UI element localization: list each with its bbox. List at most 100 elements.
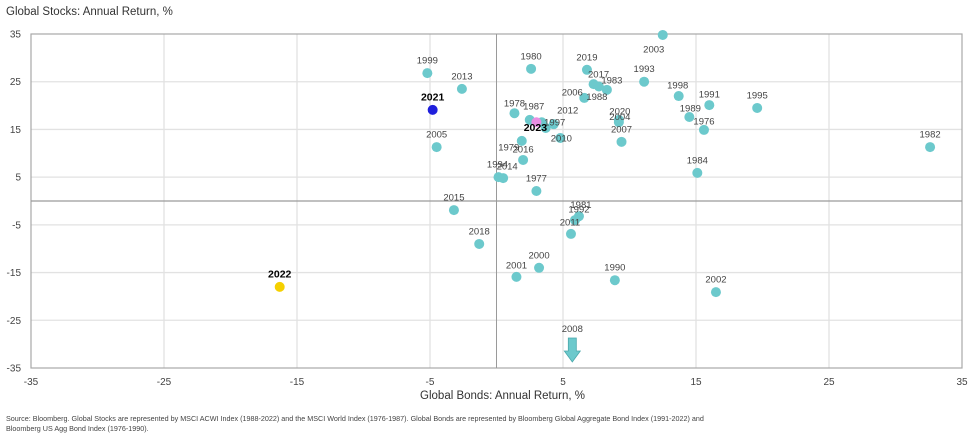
data-point-2017 <box>588 79 599 90</box>
point-label-1994: 1994 <box>487 160 508 171</box>
data-point-2013 <box>456 83 467 94</box>
data-point-1999 <box>422 68 433 79</box>
point-label-2002: 2002 <box>705 275 726 286</box>
data-point-1978 <box>509 108 520 119</box>
x-tick-label: 25 <box>823 377 835 388</box>
point-label-1982: 1982 <box>920 130 941 141</box>
point-label-2017: 2017 <box>588 70 609 81</box>
x-tick-label: 35 <box>956 377 968 388</box>
point-label-2013: 2013 <box>451 71 472 82</box>
x-tick-label: -5 <box>426 377 435 388</box>
y-tick-label: -35 <box>7 364 22 375</box>
data-point-1983 <box>601 84 612 95</box>
y-tick-label: 25 <box>10 77 22 88</box>
data-point-1979 <box>516 135 527 146</box>
data-point-2019 <box>581 64 592 75</box>
point-label-1984: 1984 <box>687 155 708 166</box>
data-point-2023 <box>531 117 542 128</box>
data-point-2015 <box>448 205 459 216</box>
data-point-1993 <box>639 76 650 87</box>
data-point-1992 <box>569 215 580 226</box>
point-label-2006: 2006 <box>562 87 583 98</box>
data-point-1995 <box>752 102 763 113</box>
point-label-2018: 2018 <box>469 226 490 237</box>
data-point-1982 <box>925 142 936 153</box>
data-point-2010 <box>555 133 566 144</box>
point-label-2021: 2021 <box>421 91 445 103</box>
data-point-2014 <box>498 173 509 184</box>
point-label-1983: 1983 <box>601 75 622 86</box>
data-point-2011 <box>565 228 576 239</box>
offscale-arrow-2008: 2008 <box>562 324 583 363</box>
data-point-1998 <box>673 91 684 102</box>
data-points <box>274 29 936 298</box>
axes <box>30 33 963 369</box>
x-axis-title: Global Bonds: Annual Return, % <box>420 390 585 402</box>
point-label-2020: 2020 <box>609 106 630 117</box>
point-label-1989: 1989 <box>680 104 701 115</box>
point-label-1997: 1997 <box>544 117 565 128</box>
point-label-2022: 2022 <box>268 268 292 280</box>
x-tick-label: -15 <box>290 377 305 388</box>
data-point-2022 <box>274 281 285 292</box>
data-point-2018 <box>474 238 485 249</box>
down-arrow-icon <box>563 337 582 363</box>
point-label-2003: 2003 <box>643 44 664 55</box>
point-label-2005: 2005 <box>426 130 447 141</box>
point-label-1976: 1976 <box>693 116 714 127</box>
point-label-1993: 1993 <box>634 64 655 75</box>
x-tick-label: 15 <box>690 377 702 388</box>
x-tick-label: -25 <box>157 377 172 388</box>
data-point-2016 <box>518 154 529 165</box>
point-label-2019: 2019 <box>576 52 597 63</box>
data-point-2021 <box>427 104 438 115</box>
point-label-2014: 2014 <box>497 162 518 173</box>
y-tick-label: 15 <box>10 125 22 136</box>
x-tick-label: 5 <box>560 377 566 388</box>
point-label-2011: 2011 <box>560 217 580 228</box>
offscale-label: 2008 <box>562 324 583 335</box>
point-label-2007: 2007 <box>611 124 632 135</box>
point-label-2023: 2023 <box>524 122 548 134</box>
point-label-1999: 1999 <box>417 56 438 67</box>
data-point-1990 <box>609 275 620 286</box>
point-label-2010: 2010 <box>551 134 572 145</box>
point-label-1998: 1998 <box>667 81 688 92</box>
point-label-1988: 1988 <box>586 92 607 103</box>
point-label-1977: 1977 <box>526 173 547 184</box>
y-axis-title: Global Stocks: Annual Return, % <box>6 6 173 18</box>
y-tick-label: -25 <box>7 316 22 327</box>
y-tick-label: -5 <box>12 220 21 231</box>
point-label-1980: 1980 <box>521 51 542 62</box>
point-label-1979: 1979 <box>498 142 519 153</box>
data-point-2012 <box>548 119 559 130</box>
data-point-2005 <box>431 142 442 153</box>
tick-labels: -35 -25 -15 -5 5 15 25 35 35 25 15 5 -5 -15 -25 -35 <box>7 30 968 389</box>
point-label-1978: 1978 <box>504 99 525 110</box>
point-label-1987: 1987 <box>523 101 544 112</box>
data-point-1989 <box>684 112 695 123</box>
y-tick-label: 5 <box>15 173 21 184</box>
point-label-1990: 1990 <box>604 263 625 274</box>
point-label-1992: 1992 <box>568 205 589 216</box>
data-point-2001 <box>511 271 522 282</box>
point-label-2012: 2012 <box>557 106 578 117</box>
data-point-2000 <box>534 262 545 273</box>
data-point-2007 <box>616 136 627 147</box>
y-tick-label: 35 <box>10 30 22 41</box>
point-label-2000: 2000 <box>528 250 549 261</box>
point-label-2001: 2001 <box>506 260 527 271</box>
point-labels: 1976 1977 1978 1979 1980 1981 1982 1983 1984 1987… <box>268 44 941 363</box>
source-note: Source: Bloomberg. Global Stocks are rep… <box>6 414 704 433</box>
data-point-1991 <box>704 100 715 111</box>
data-point-1977 <box>531 185 542 196</box>
data-point-1984 <box>692 167 703 178</box>
point-label-2015: 2015 <box>443 193 464 204</box>
point-label-2004: 2004 <box>609 112 630 123</box>
data-point-2002 <box>710 287 721 298</box>
x-tick-label: -35 <box>24 377 39 388</box>
point-label-2016: 2016 <box>513 144 534 155</box>
data-point-1997 <box>540 122 551 133</box>
data-point-2006 <box>579 92 590 103</box>
